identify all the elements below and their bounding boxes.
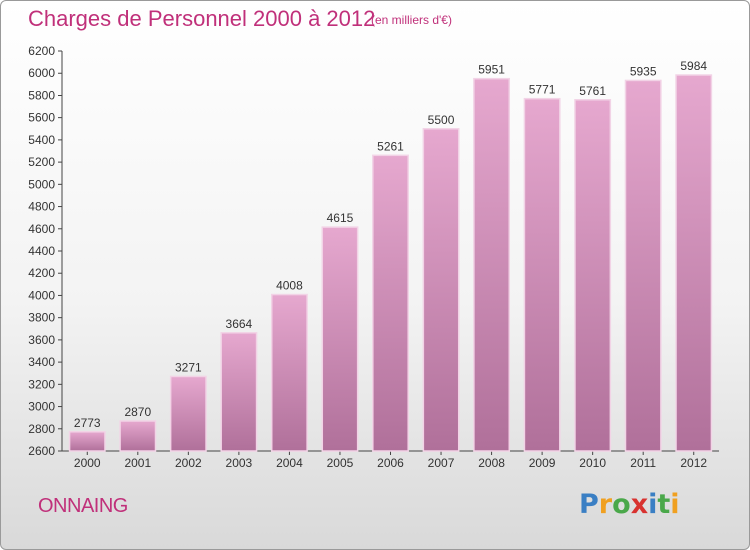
chart-unit-note: (en milliers d'€) xyxy=(371,13,452,27)
logo-letter: x xyxy=(630,489,649,520)
bar-value-label: 5951 xyxy=(478,63,505,77)
y-tick-label: 5000 xyxy=(28,177,55,191)
y-tick-label: 3000 xyxy=(28,400,55,414)
bar-value-label: 5500 xyxy=(428,113,455,127)
bar-2012 xyxy=(675,74,713,452)
y-tick-label: 4400 xyxy=(28,244,55,258)
y-tick-label: 3200 xyxy=(28,377,55,391)
bar-2003 xyxy=(220,332,258,452)
bar-value-label: 5261 xyxy=(377,139,404,153)
x-tick-label: 2005 xyxy=(327,456,354,470)
y-tick-label: 3600 xyxy=(28,333,55,347)
bar-value-label: 5984 xyxy=(680,59,707,73)
x-tick-label: 2002 xyxy=(175,456,202,470)
bar-value-label: 3271 xyxy=(175,360,202,374)
y-tick-label: 4800 xyxy=(28,200,55,214)
bar-value-label: 3664 xyxy=(226,317,253,331)
logo-letter: P xyxy=(579,489,599,520)
logo-letter: i xyxy=(648,489,658,520)
y-tick-label: 6000 xyxy=(28,66,55,80)
bar-2000 xyxy=(68,431,106,452)
chart-title: Charges de Personnel 2000 à 2012 xyxy=(28,6,376,31)
bar-value-label: 5761 xyxy=(579,84,606,98)
bar-2004 xyxy=(270,293,308,452)
x-tick-label: 2006 xyxy=(377,456,404,470)
y-tick-label: 4000 xyxy=(28,288,55,302)
proxiti-logo[interactable]: Proxiti xyxy=(579,489,680,520)
y-tick-label: 4600 xyxy=(28,222,55,236)
y-tick-label: 5800 xyxy=(28,88,55,102)
bar-2001 xyxy=(119,420,157,452)
x-tick-label: 2007 xyxy=(428,456,455,470)
y-tick-label: 5400 xyxy=(28,133,55,147)
y-tick-label: 3400 xyxy=(28,355,55,369)
bar-value-label: 2870 xyxy=(124,405,151,419)
bar-value-label: 5935 xyxy=(630,64,657,78)
bar-2007 xyxy=(422,128,460,452)
logo-letter: o xyxy=(612,489,631,520)
bar-value-label: 4615 xyxy=(327,211,354,225)
bar-2009 xyxy=(523,97,561,452)
y-tick-label: 5200 xyxy=(28,155,55,169)
y-tick-label: 4200 xyxy=(28,266,55,280)
x-tick-label: 2000 xyxy=(74,456,101,470)
x-tick-label: 2011 xyxy=(630,456,656,470)
y-tick-label: 2600 xyxy=(28,444,55,458)
x-tick-label: 2009 xyxy=(529,456,556,470)
x-tick-label: 2012 xyxy=(680,456,707,470)
logo-letter: t xyxy=(657,489,671,520)
bar-value-label: 2773 xyxy=(74,416,101,430)
bar-2010 xyxy=(574,99,612,452)
bar-2011 xyxy=(624,79,662,452)
x-tick-label: 2010 xyxy=(579,456,606,470)
logo-letter: r xyxy=(598,489,613,520)
y-tick-label: 3800 xyxy=(28,311,55,325)
logo-letter: i xyxy=(670,489,680,520)
city-name: ONNAING xyxy=(38,495,128,517)
y-tick-label: 6200 xyxy=(28,44,55,58)
bar-2002 xyxy=(169,375,207,452)
bar-value-label: 4008 xyxy=(276,279,303,293)
y-tick-label: 2800 xyxy=(28,422,55,436)
x-tick-label: 2003 xyxy=(226,456,253,470)
x-tick-label: 2001 xyxy=(124,456,151,470)
bar-value-label: 5771 xyxy=(529,83,556,97)
bar-2008 xyxy=(473,77,511,452)
bar-2006 xyxy=(372,154,409,452)
x-tick-label: 2008 xyxy=(478,456,505,470)
y-tick-label: 5600 xyxy=(28,111,55,125)
bar-2005 xyxy=(321,226,359,452)
x-tick-label: 2004 xyxy=(276,456,303,470)
